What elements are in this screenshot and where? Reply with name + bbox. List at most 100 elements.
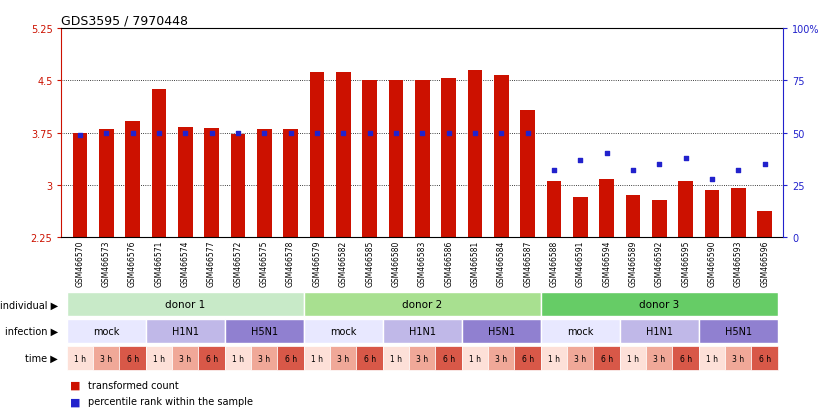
Bar (99, 130, 113, 237)
Text: donor 1: donor 1 (165, 299, 205, 310)
Bar (230, 135, 245, 237)
Bar (73, 133, 87, 237)
Bar (283, 130, 297, 237)
Text: donor 2: donor 2 (401, 299, 442, 310)
Bar (750, 346, 777, 370)
Text: GSM466587: GSM466587 (523, 240, 532, 287)
Text: 6 h: 6 h (363, 354, 375, 363)
Text: 6 h: 6 h (284, 354, 296, 363)
Text: percentile rank within the sample: percentile rank within the sample (88, 396, 252, 406)
Bar (651, 201, 666, 237)
Bar (731, 189, 744, 237)
Point (415, 130, 428, 136)
Bar (146, 346, 172, 370)
Bar (66, 319, 146, 344)
Text: GSM466593: GSM466593 (733, 240, 742, 287)
Text: GSM466588: GSM466588 (549, 240, 558, 286)
Text: H1N1: H1N1 (409, 326, 435, 337)
Text: 1 h: 1 h (74, 354, 86, 363)
Text: GSM466572: GSM466572 (233, 240, 242, 287)
Bar (382, 319, 461, 344)
Bar (303, 292, 541, 317)
Bar (66, 346, 93, 370)
Point (731, 167, 744, 174)
Text: 6 h: 6 h (126, 354, 138, 363)
Text: 1 h: 1 h (468, 354, 481, 363)
Point (363, 130, 376, 136)
Bar (672, 346, 698, 370)
Text: donor 3: donor 3 (639, 299, 679, 310)
Text: 3 h: 3 h (731, 354, 744, 363)
Text: GSM466577: GSM466577 (207, 240, 216, 287)
Text: GSM466571: GSM466571 (154, 240, 163, 287)
Text: 6 h: 6 h (442, 354, 455, 363)
Point (257, 130, 270, 136)
Text: GSM466590: GSM466590 (707, 240, 716, 287)
Bar (198, 346, 224, 370)
Point (652, 161, 665, 168)
Text: 6 h: 6 h (521, 354, 533, 363)
Text: GSM466574: GSM466574 (180, 240, 189, 287)
Bar (382, 346, 409, 370)
Text: GSM466592: GSM466592 (654, 240, 663, 287)
Text: GSM466578: GSM466578 (286, 240, 295, 287)
Bar (120, 346, 146, 370)
Text: GSM466570: GSM466570 (75, 240, 84, 287)
Text: H5N1: H5N1 (487, 326, 514, 337)
Bar (677, 182, 692, 237)
Bar (178, 128, 192, 237)
Text: transformed count: transformed count (88, 380, 179, 390)
Bar (303, 346, 330, 370)
Text: 1 h: 1 h (390, 354, 401, 363)
Text: H5N1: H5N1 (251, 326, 278, 337)
Text: 3 h: 3 h (100, 354, 112, 363)
Bar (494, 76, 508, 237)
Bar (625, 196, 640, 237)
Text: mock: mock (330, 326, 356, 337)
Point (520, 130, 533, 136)
Point (100, 130, 113, 136)
Text: mock: mock (93, 326, 120, 337)
Bar (572, 198, 587, 237)
Point (205, 130, 218, 136)
Bar (356, 346, 382, 370)
Bar (336, 73, 350, 237)
Text: 1 h: 1 h (547, 354, 559, 363)
Bar (277, 346, 303, 370)
Bar (152, 89, 166, 237)
Text: 3 h: 3 h (495, 354, 507, 363)
Bar (487, 346, 514, 370)
Bar (414, 81, 429, 237)
Text: GSM466589: GSM466589 (627, 240, 636, 287)
Bar (93, 346, 120, 370)
Bar (461, 319, 541, 344)
Text: GSM466596: GSM466596 (759, 240, 768, 287)
Point (468, 130, 481, 136)
Text: GDS3595 / 7970448: GDS3595 / 7970448 (61, 15, 188, 28)
Bar (541, 319, 619, 344)
Bar (546, 182, 560, 237)
Point (494, 130, 507, 136)
Point (600, 151, 613, 157)
Text: GSM466580: GSM466580 (391, 240, 400, 287)
Bar (514, 346, 541, 370)
Bar (66, 292, 303, 317)
Text: GSM466576: GSM466576 (128, 240, 137, 287)
Text: 3 h: 3 h (416, 354, 428, 363)
Bar (698, 346, 724, 370)
Bar (330, 346, 356, 370)
Text: 1 h: 1 h (153, 354, 165, 363)
Bar (541, 346, 567, 370)
Bar (593, 346, 619, 370)
Text: infection ▶: infection ▶ (5, 326, 58, 337)
Text: GSM466573: GSM466573 (102, 240, 111, 287)
Text: individual ▶: individual ▶ (0, 299, 58, 310)
Bar (619, 346, 645, 370)
Point (626, 167, 639, 174)
Bar (704, 190, 718, 237)
Point (441, 130, 455, 136)
Text: GSM466582: GSM466582 (338, 240, 347, 286)
Bar (251, 346, 277, 370)
Point (573, 157, 586, 164)
Text: H5N1: H5N1 (724, 326, 751, 337)
